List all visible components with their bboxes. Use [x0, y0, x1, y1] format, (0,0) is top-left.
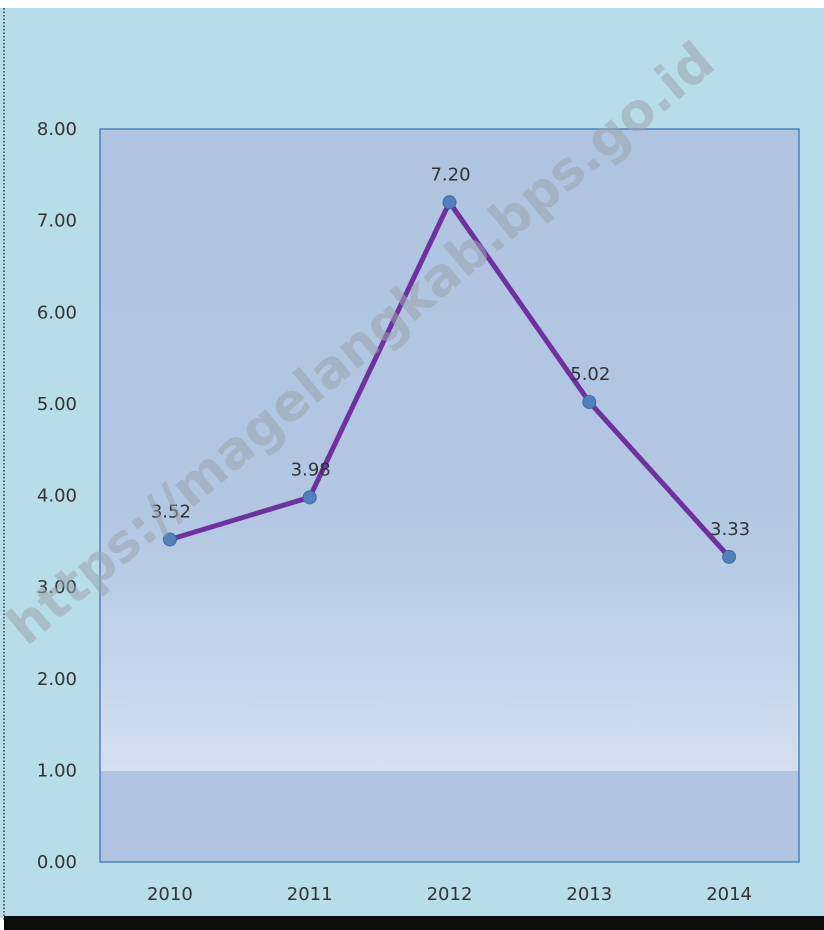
data-labels: 3.52 3.98 7.20 5.02 3.33: [151, 164, 750, 540]
data-point-marker: [162, 532, 177, 547]
y-tick-label: 7.00: [37, 211, 77, 232]
x-tick-label: 2012: [427, 884, 473, 905]
x-tick-label: 2010: [147, 884, 193, 905]
data-label: 3.33: [710, 519, 750, 540]
plot-area: [100, 129, 799, 771]
data-label: 5.02: [570, 364, 610, 385]
y-tick-label: 1.00: [37, 760, 77, 781]
y-tick-label: 4.00: [37, 486, 77, 507]
plot-area-border: [99, 128, 800, 863]
data-point-marker: [582, 395, 597, 410]
x-tick-label: 2011: [287, 884, 333, 905]
data-point-marker: [302, 490, 317, 505]
y-tick-label: 8.00: [37, 119, 77, 140]
plot-area-lower-band: [100, 771, 799, 862]
data-point-marker: [722, 549, 737, 564]
y-tick-label: 2.00: [37, 669, 77, 690]
series-markers: [162, 195, 737, 564]
y-tick-label: 5.00: [37, 394, 77, 415]
y-axis: 0.00 1.00 2.00 3.00 4.00 5.00 6.00 7.00 8.00: [37, 119, 77, 873]
chart-bottom-border: [4, 916, 824, 930]
y-tick-label: 0.00: [37, 852, 77, 873]
data-point-marker: [442, 195, 457, 210]
x-axis: 2010 2011 2012 2013 2014: [147, 884, 752, 905]
x-tick-label: 2014: [706, 884, 752, 905]
data-label: 3.52: [151, 501, 191, 522]
data-label: 3.98: [291, 459, 331, 480]
y-tick-label: 6.00: [37, 302, 77, 323]
x-tick-label: 2013: [566, 884, 612, 905]
data-label: 7.20: [430, 164, 470, 185]
y-tick-label: 3.00: [37, 577, 77, 598]
